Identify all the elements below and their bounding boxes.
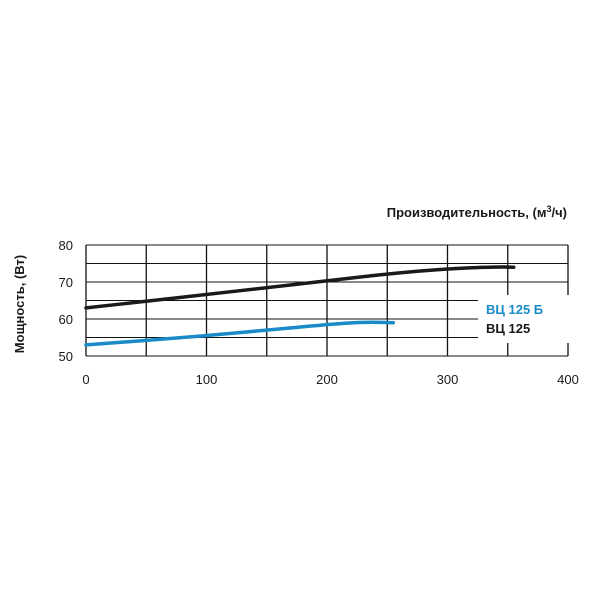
x-axis-title: Производительность, (м3/ч) <box>387 204 567 220</box>
y-axis-title: Мощность, (Вт) <box>12 255 27 353</box>
y-tick-label: 70 <box>59 275 73 290</box>
x-axis-title-end: /ч) <box>552 205 568 220</box>
y-tick-label: 80 <box>59 238 73 253</box>
series-line-vc125b <box>84 320 396 347</box>
y-tick-label: 60 <box>59 312 73 327</box>
x-tick-labels: 0 100 200 300 400 <box>82 372 578 387</box>
x-tick-label: 300 <box>437 372 459 387</box>
x-tick-label: 400 <box>557 372 579 387</box>
x-axis-title-superscript: 3 <box>546 204 551 214</box>
series-lines <box>84 265 516 347</box>
x-tick-label: 200 <box>316 372 338 387</box>
x-tick-label: 100 <box>196 372 218 387</box>
x-tick-label: 0 <box>82 372 89 387</box>
legend-entry-vc125b: ВЦ 125 Б <box>486 302 543 317</box>
series-line-vc125 <box>84 265 516 310</box>
legend-box <box>478 295 570 343</box>
y-tick-labels: 50 60 70 80 <box>59 238 73 364</box>
legend-entry-vc125: ВЦ 125 <box>486 321 530 336</box>
y-tick-label: 50 <box>59 349 73 364</box>
